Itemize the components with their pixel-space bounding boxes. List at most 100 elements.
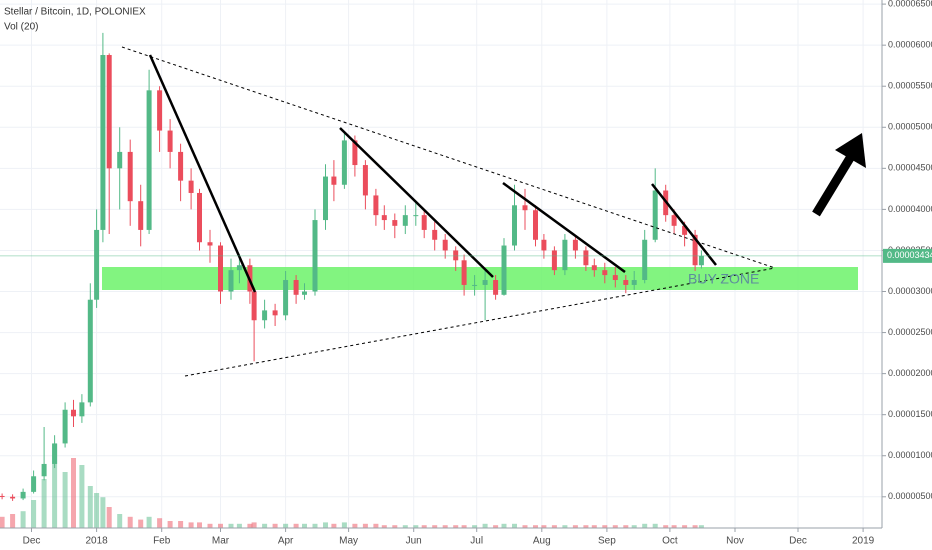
candle-body	[157, 90, 163, 131]
candle-body	[602, 270, 608, 276]
volume-bar	[572, 525, 578, 528]
candle-body	[341, 140, 347, 185]
candle-body	[682, 225, 688, 235]
volume-bar	[236, 523, 242, 528]
volume-bar	[138, 519, 144, 528]
candle-body	[421, 215, 427, 230]
candle-body	[52, 443, 58, 464]
candle-body	[71, 409, 76, 417]
trend-line	[651, 183, 717, 266]
volume-bar	[20, 511, 26, 528]
volume-bar	[362, 523, 368, 528]
candle-body	[207, 242, 213, 246]
candle-body	[522, 205, 528, 211]
volume-bar	[262, 523, 268, 528]
x-tick-label: Sep	[598, 536, 616, 547]
volume-bar	[698, 525, 704, 528]
y-tick-label: 0.00004500	[888, 163, 932, 173]
y-tick-label: 0.00001500	[888, 409, 932, 419]
x-tick-label: Dec	[789, 536, 807, 547]
arrow-head	[835, 133, 866, 168]
candle-body	[41, 463, 47, 477]
volume-bar	[551, 525, 557, 528]
y-tick-label: 0.00001000	[888, 450, 932, 460]
candle-body	[482, 280, 488, 285]
volume-bar	[188, 522, 194, 528]
x-tick-label: Nov	[726, 536, 744, 547]
candle-body	[94, 229, 100, 300]
volume-bar	[671, 525, 677, 528]
volume-bar	[541, 525, 547, 528]
candle-body	[283, 280, 289, 316]
candle-body	[392, 220, 398, 226]
y-tick-label: 0.00006000	[888, 40, 932, 50]
volume-bar	[293, 523, 299, 528]
candle-body	[472, 284, 478, 286]
candle-body	[541, 239, 547, 251]
candle-body	[623, 280, 629, 285]
trend-line	[339, 127, 494, 278]
volume-bar	[197, 522, 202, 528]
volume-bar	[157, 518, 163, 528]
volume-bar	[341, 522, 347, 528]
volume-bar	[178, 521, 184, 528]
x-tick-label: Aug	[533, 536, 551, 547]
candle-body	[127, 151, 133, 202]
volume-bar	[421, 525, 427, 528]
volume-bar	[642, 523, 648, 528]
volume-bar	[283, 523, 289, 528]
volume-bar	[251, 522, 257, 528]
candle-body	[323, 176, 328, 221]
candle-body	[612, 275, 618, 281]
volume-bar	[127, 516, 133, 528]
candle-body	[100, 55, 106, 230]
volume-bar	[432, 525, 438, 528]
candle-body	[262, 310, 268, 321]
volume-bar	[331, 523, 337, 528]
buy-zone	[102, 267, 858, 290]
candle-body	[20, 491, 26, 499]
candle-body	[178, 151, 184, 181]
volume-bar	[493, 525, 499, 528]
candle-body	[402, 215, 408, 226]
y-tick-label: 0.00002000	[888, 368, 932, 378]
candle-body	[188, 180, 194, 193]
volume-bar	[461, 525, 467, 528]
candles	[0, 32, 704, 501]
candle-body	[373, 195, 379, 216]
volume-bar	[512, 523, 517, 528]
candle-body	[218, 245, 223, 292]
y-tick-label: 0.00004000	[888, 204, 932, 214]
candle-body	[117, 151, 123, 169]
candle-body	[79, 402, 85, 417]
volume-bar	[87, 486, 93, 528]
annotation: BUY ZONE	[688, 271, 759, 287]
candle-body	[413, 215, 419, 217]
candle-body	[197, 192, 202, 243]
axis-labels: 0.00000500 0.00001000 0.00001500 0.00002000…	[23, 0, 932, 547]
candle-body	[583, 250, 589, 266]
candle-body	[62, 409, 68, 444]
candle-body	[493, 280, 499, 295]
candle-body	[87, 299, 93, 403]
x-tick-label: May	[339, 536, 358, 547]
volume-bar	[381, 525, 387, 528]
candle-body	[512, 205, 517, 246]
volume-bar	[442, 525, 448, 528]
volume-bar	[533, 525, 538, 528]
volume-bar	[62, 472, 68, 528]
x-tick-label: Mar	[212, 536, 230, 547]
candle-body	[562, 239, 568, 271]
volume-bar	[583, 525, 589, 528]
candle-body	[167, 130, 173, 152]
candle-body	[293, 280, 299, 295]
candle-body	[671, 215, 677, 226]
x-tick-label: Jul	[470, 536, 483, 547]
volume-bar	[522, 525, 528, 528]
volume-bar	[117, 514, 123, 528]
volume-bar	[682, 525, 688, 528]
volume-bar	[663, 525, 669, 528]
trend-line	[148, 54, 257, 293]
candle-body	[652, 190, 658, 240]
